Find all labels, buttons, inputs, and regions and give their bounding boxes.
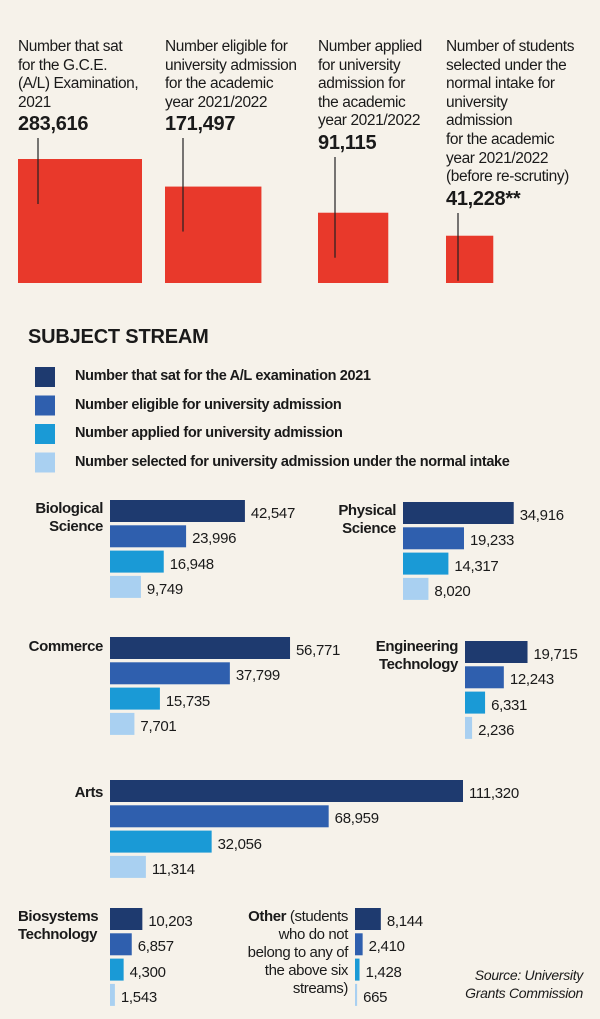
- stream-bar: [403, 527, 464, 550]
- value-label: 6,331: [491, 696, 528, 714]
- stream-label: Other (students who do not belong to any…: [247, 908, 349, 998]
- value-label: 1,543: [120, 988, 157, 1006]
- value-label: 14,317: [454, 557, 499, 575]
- stream-bar: [110, 550, 164, 573]
- value-label: 23,996: [192, 530, 237, 548]
- stat-label: Number that sat for the G.C.E. (A/L) Exa…: [18, 38, 139, 111]
- stream-bar: [110, 780, 463, 802]
- value-label: 1,428: [365, 963, 402, 981]
- value-label: 8,020: [434, 582, 471, 600]
- stat-column: Number that sat for the G.C.E. (A/L) Exa…: [18, 38, 168, 136]
- value-label: 10,203: [148, 913, 193, 930]
- stat-label: Number of students selected under the no…: [446, 38, 575, 186]
- stream-bar: [403, 577, 429, 600]
- stream-name: Other: [248, 908, 287, 925]
- stream-bar: [110, 908, 143, 930]
- stat-column: Number applied for university admission …: [318, 38, 468, 155]
- stream-bar: [355, 908, 381, 930]
- stat-square: [318, 212, 389, 283]
- stream-bar: [110, 500, 245, 522]
- stream-name: Biological Science: [35, 500, 103, 535]
- value-label: 16,948: [169, 555, 214, 573]
- stream-bar: [110, 687, 160, 710]
- section-title: SUBJECT STREAM: [28, 326, 209, 348]
- value-label: 7,701: [140, 717, 177, 735]
- stat-column: Number eligible for university admission…: [165, 38, 315, 136]
- stream-name: Biosystems Technology: [18, 908, 99, 943]
- legend-swatch: [35, 395, 55, 416]
- stream-bar: [465, 691, 486, 714]
- stream-bar: [110, 983, 115, 1006]
- stream-bar: [403, 502, 514, 524]
- value-label: 37,799: [235, 667, 280, 685]
- stream-bar: [355, 933, 363, 956]
- legend-label: Number that sat for the A/L examination …: [75, 368, 371, 384]
- stream-bar: [110, 712, 135, 735]
- stream-bar: [110, 637, 291, 659]
- stream-label: Commerce: [28, 638, 104, 656]
- stream-bar: [465, 666, 504, 689]
- legend-label: Number eligible for university admission: [75, 396, 342, 413]
- stream-name: Arts: [74, 784, 104, 801]
- stream-note: (students who do not belong to any of th…: [247, 908, 349, 997]
- value-label: 4,300: [129, 963, 166, 981]
- stream-bar: [110, 830, 212, 853]
- value-label: 42,547: [250, 505, 295, 522]
- stat-value: 171,497: [165, 113, 236, 136]
- legend-swatch: [35, 367, 55, 387]
- stream-name: Engineering Technology: [375, 638, 459, 673]
- value-label: 15,735: [165, 692, 210, 710]
- stat-value: 91,115: [318, 131, 377, 154]
- legend-swatch: [35, 452, 55, 473]
- stat-value: 283,616: [18, 113, 89, 136]
- value-label: 665: [363, 988, 388, 1006]
- source-note: Source: University Grants Commission: [465, 967, 583, 1001]
- legend-label: Number selected for university admission…: [75, 453, 510, 470]
- value-label: 2,236: [478, 721, 515, 739]
- stream-bar: [110, 933, 132, 956]
- stat-square: [18, 159, 142, 283]
- value-label: 19,233: [469, 532, 515, 550]
- stream-label: Engineering Technology: [375, 638, 459, 674]
- stat-label: Number eligible for university admission…: [165, 38, 297, 111]
- stream-bar: [110, 662, 230, 685]
- legend-label: Number applied for university admission: [75, 425, 343, 441]
- value-label: 56,771: [296, 642, 341, 659]
- value-label: 8,144: [386, 913, 423, 930]
- stat-square: [165, 186, 262, 283]
- stream-bar: [465, 641, 528, 663]
- value-label: 2,410: [368, 938, 405, 956]
- stream-label: Biological Science: [35, 500, 103, 536]
- value-label: 12,243: [509, 671, 554, 689]
- legend-swatch: [35, 424, 55, 444]
- stream-bar: [465, 716, 473, 739]
- stream-bar: [403, 552, 449, 575]
- value-label: 34,916: [519, 507, 564, 524]
- stream-bar: [355, 983, 358, 1006]
- value-label: 11,314: [151, 860, 195, 878]
- value-label: 6,857: [137, 938, 174, 956]
- value-label: 19,715: [533, 646, 578, 663]
- stream-bar: [355, 958, 360, 981]
- value-label: 9,749: [146, 580, 183, 598]
- stream-bar: [110, 525, 187, 548]
- stat-label: Number applied for university admission …: [318, 38, 422, 130]
- stream-bar: [110, 855, 146, 878]
- stream-bar: [110, 958, 124, 981]
- stream-bar: [110, 575, 141, 598]
- value-label: 68,959: [334, 810, 379, 828]
- stream-bar: [110, 805, 329, 828]
- value-label: 32,056: [217, 835, 262, 853]
- stream-label: Arts: [74, 784, 104, 802]
- stat-column: Number of students selected under the no…: [446, 38, 596, 211]
- stream-label: Biosystems Technology: [18, 908, 99, 944]
- stat-value: 41,228**: [446, 187, 521, 210]
- value-label: 111,320: [469, 785, 519, 802]
- stream-label: Physical Science: [338, 502, 396, 538]
- stream-name: Commerce: [28, 638, 104, 655]
- stream-name: Physical Science: [338, 502, 396, 537]
- stat-square: [446, 235, 494, 283]
